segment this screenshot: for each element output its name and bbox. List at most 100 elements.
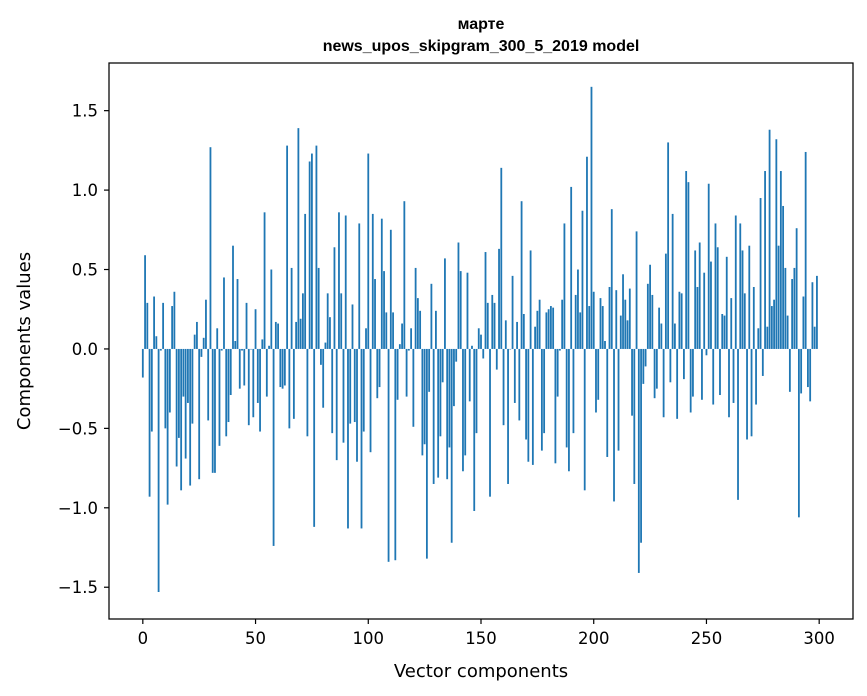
bar-component-94 xyxy=(353,348,356,423)
bar-component-242 xyxy=(687,182,690,349)
bar-component-96 xyxy=(358,223,361,349)
bar-component-243 xyxy=(689,348,692,413)
bar-component-180 xyxy=(547,309,550,349)
bar-component-223 xyxy=(644,348,647,367)
bar-component-143 xyxy=(464,348,467,456)
bar-component-232 xyxy=(664,253,667,349)
bar-component-33 xyxy=(216,328,219,349)
bar-component-113 xyxy=(396,348,399,400)
bar-component-0 xyxy=(141,348,144,378)
bar-component-151 xyxy=(482,348,485,359)
bar-component-20 xyxy=(187,348,189,403)
bar-component-100 xyxy=(367,153,370,349)
bar-component-256 xyxy=(719,348,721,396)
bar-component-43 xyxy=(238,348,241,389)
bar-component-64 xyxy=(286,145,289,349)
bar-component-189 xyxy=(568,348,570,472)
bar-component-78 xyxy=(317,267,320,349)
bar-component-97 xyxy=(360,348,363,529)
x-tick-label: 100 xyxy=(353,629,385,648)
bar-component-181 xyxy=(549,306,552,349)
bar-component-6 xyxy=(155,336,158,349)
bar-component-277 xyxy=(766,326,769,349)
bar-component-67 xyxy=(292,348,295,419)
bar-component-42 xyxy=(236,279,239,349)
bar-component-227 xyxy=(653,348,656,399)
bar-component-283 xyxy=(779,171,782,349)
bar-component-171 xyxy=(527,348,530,462)
bar-component-233 xyxy=(667,142,670,349)
bar-component-279 xyxy=(770,306,773,349)
bar-component-212 xyxy=(619,315,622,349)
bar-component-186 xyxy=(561,299,564,349)
bar-component-258 xyxy=(723,315,726,349)
bar-component-221 xyxy=(640,348,642,543)
bar-component-56 xyxy=(268,345,270,349)
bar-component-115 xyxy=(401,323,403,349)
bar-component-1 xyxy=(144,255,146,349)
bar-component-28 xyxy=(205,299,207,349)
bar-component-126 xyxy=(425,348,428,559)
bar-component-244 xyxy=(692,348,694,397)
bar-component-13 xyxy=(171,306,174,349)
bar-component-220 xyxy=(637,348,640,573)
bar-component-83 xyxy=(329,317,331,349)
bar-component-298 xyxy=(813,326,816,349)
bar-component-103 xyxy=(374,279,376,349)
bar-component-222 xyxy=(642,348,645,384)
bar-component-257 xyxy=(721,313,724,349)
bar-component-147 xyxy=(473,348,476,511)
bar-component-158 xyxy=(498,248,500,349)
bar-component-9 xyxy=(162,302,165,349)
bar-component-145 xyxy=(468,348,471,402)
bar-component-87 xyxy=(338,212,340,349)
plot-frame xyxy=(108,62,854,620)
bar-component-259 xyxy=(725,256,728,349)
bar-component-65 xyxy=(288,348,291,429)
bar-component-208 xyxy=(610,209,613,349)
bar-component-108 xyxy=(385,312,388,349)
bar-component-133 xyxy=(441,348,444,383)
x-tick-label: 50 xyxy=(245,629,266,648)
bar-component-61 xyxy=(279,348,282,388)
bar-component-63 xyxy=(283,348,286,386)
bar-component-162 xyxy=(507,348,509,484)
bar-component-167 xyxy=(518,348,521,421)
bar-component-205 xyxy=(604,341,606,349)
bar-component-74 xyxy=(308,161,311,349)
chart-title-line1: марте xyxy=(458,16,505,33)
bar-component-111 xyxy=(392,312,394,349)
bar-component-141 xyxy=(459,271,462,349)
bar-component-225 xyxy=(649,264,651,349)
bar-component-27 xyxy=(202,337,205,349)
bar-component-236 xyxy=(673,323,676,349)
bar-component-165 xyxy=(513,348,516,403)
bar-component-262 xyxy=(732,348,735,403)
bar-component-207 xyxy=(608,286,611,349)
bar-component-125 xyxy=(423,348,426,445)
bar-component-135 xyxy=(446,348,449,480)
bar-series xyxy=(141,86,818,592)
bar-component-25 xyxy=(198,348,201,480)
bar-component-3 xyxy=(148,348,151,497)
bar-component-142 xyxy=(462,348,464,472)
bar-component-229 xyxy=(658,307,661,349)
bar-component-71 xyxy=(301,293,304,349)
bar-component-106 xyxy=(380,218,383,349)
bar-component-15 xyxy=(175,348,178,467)
bar-component-88 xyxy=(340,293,343,349)
bar-component-286 xyxy=(786,315,789,349)
bar-component-184 xyxy=(556,348,559,397)
bar-component-160 xyxy=(502,348,505,426)
bar-component-48 xyxy=(250,348,252,350)
bar-component-18 xyxy=(182,348,185,397)
bar-component-178 xyxy=(543,348,546,434)
bar-component-297 xyxy=(811,282,814,349)
bar-component-34 xyxy=(218,348,221,446)
bar-component-16 xyxy=(177,348,180,438)
bar-component-107 xyxy=(383,271,385,349)
bar-component-281 xyxy=(775,139,778,349)
bar-component-139 xyxy=(455,348,458,362)
bar-component-299 xyxy=(816,275,818,349)
bar-component-246 xyxy=(696,286,699,349)
